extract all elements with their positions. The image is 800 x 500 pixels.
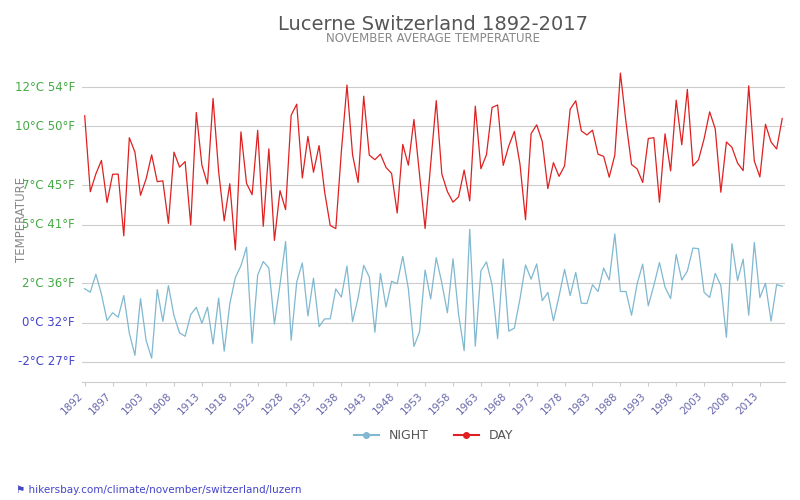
- Title: Lucerne Switzerland 1892-2017: Lucerne Switzerland 1892-2017: [278, 15, 589, 34]
- Text: NOVEMBER AVERAGE TEMPERATURE: NOVEMBER AVERAGE TEMPERATURE: [326, 32, 541, 45]
- Text: 0°C 32°F: 0°C 32°F: [22, 316, 75, 329]
- Text: 12°C 54°F: 12°C 54°F: [14, 80, 75, 94]
- Text: ⚑ hikersbay.com/climate/november/switzerland/luzern: ⚑ hikersbay.com/climate/november/switzer…: [16, 485, 302, 495]
- Text: 5°C 41°F: 5°C 41°F: [22, 218, 75, 231]
- Y-axis label: TEMPERATURE: TEMPERATURE: [15, 177, 28, 262]
- Text: 7°C 45°F: 7°C 45°F: [22, 179, 75, 192]
- Legend: NIGHT, DAY: NIGHT, DAY: [349, 424, 518, 446]
- Text: -2°C 27°F: -2°C 27°F: [18, 356, 75, 368]
- Text: 10°C 50°F: 10°C 50°F: [15, 120, 75, 133]
- Text: 2°C 36°F: 2°C 36°F: [22, 277, 75, 290]
